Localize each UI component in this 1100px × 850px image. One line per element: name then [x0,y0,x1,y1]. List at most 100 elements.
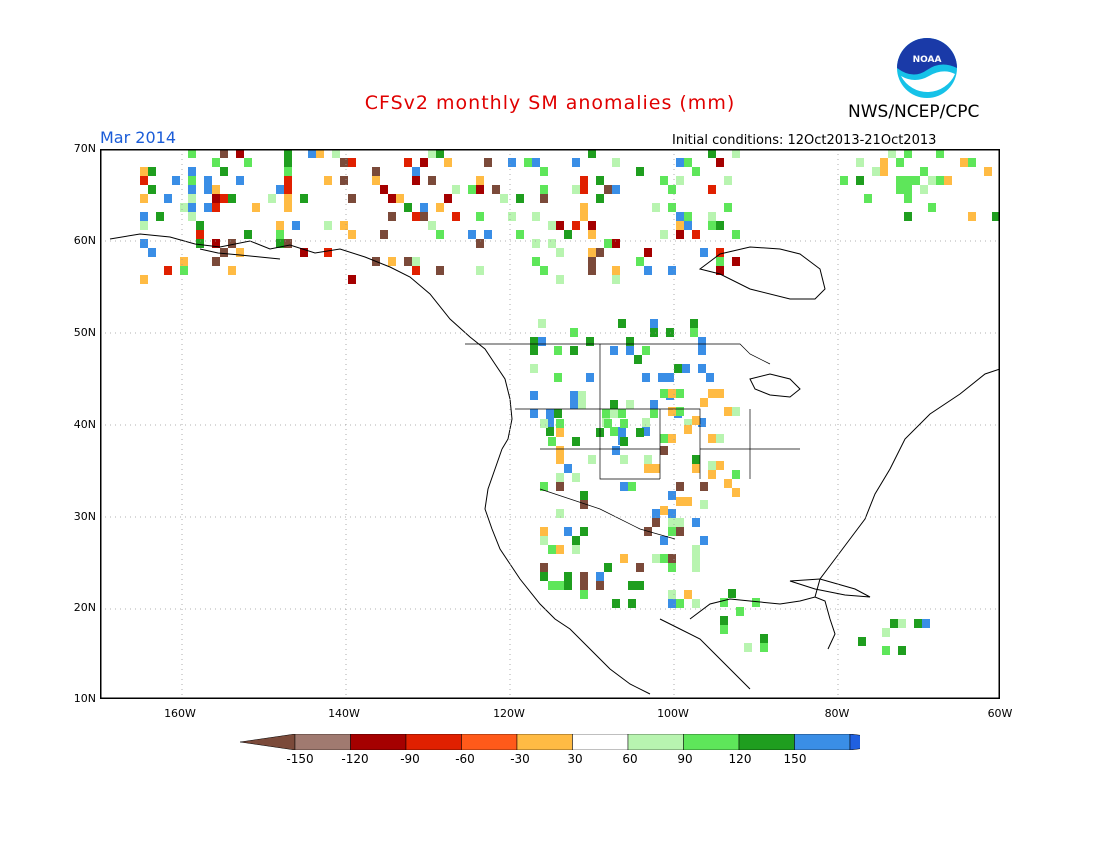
anomaly-cell [508,212,516,221]
graticule [100,149,1000,699]
anomaly-cell [840,176,848,185]
anomaly-cell [530,391,538,400]
anomaly-cell [436,203,444,212]
anomaly-cell [540,536,548,545]
anomaly-cell [596,176,604,185]
colorbar-label: 150 [783,752,807,766]
anomaly-cell [532,257,540,266]
anomaly-cell [936,176,944,185]
anomaly-cell [676,221,684,230]
anomaly-cell [548,437,556,446]
anomaly-cell [570,346,578,355]
lon-label: 60W [987,707,1013,720]
anomaly-cell [548,239,556,248]
anomaly-cell [140,176,148,185]
colorbar-label: -150 [286,752,314,766]
anomaly-cell [904,185,912,194]
anomaly-cell [228,239,236,248]
anomaly-cell [556,581,564,590]
anomaly-cell [308,149,316,158]
anomaly-cell [244,158,252,167]
colorbar-label: 30 [567,752,583,766]
anomaly-cell [644,455,652,464]
anomaly-cell [676,230,684,239]
anomaly-cell [420,158,428,167]
anomaly-cell [284,167,292,176]
anomaly-cell [284,194,292,203]
anomaly-cell [692,599,700,608]
anomaly-cell [140,275,148,284]
anomaly-cell [180,257,188,266]
anomaly-cell [698,364,706,373]
anomaly-cell [620,554,628,563]
anomaly-cell [538,337,546,346]
anomaly-cell [572,473,580,482]
anomaly-cell [716,389,724,398]
anomaly-cell [554,346,562,355]
anomaly-cell [148,248,156,257]
colorbar [240,734,860,750]
anomaly-cell [856,158,864,167]
anomaly-cell [508,158,516,167]
anomaly-cell [540,194,548,203]
anomaly-cell [172,176,180,185]
anomaly-cell [684,212,692,221]
anomaly-cell [500,194,508,203]
anomaly-cell [660,506,668,515]
anomaly-cell [610,346,618,355]
anomaly-cell [388,194,396,203]
anomaly-cell [538,319,546,328]
anomaly-cell [858,637,866,646]
anomaly-cell [944,176,952,185]
anomaly-cell [920,167,928,176]
anomaly-cell [676,527,684,536]
anomaly-cell [580,500,588,509]
anomaly-cell [720,598,728,607]
anomaly-cell [880,158,888,167]
anomaly-cell [516,194,524,203]
anomaly-cell [992,212,1000,221]
anomaly-cell [708,221,716,230]
anomaly-cell [668,185,676,194]
anomaly-cell [676,158,684,167]
anomaly-cell [530,364,538,373]
anomaly-cell [928,176,936,185]
anomaly-cell [388,257,396,266]
anomaly-cell [532,158,540,167]
anomaly-cell [612,158,620,167]
anomaly-cell [634,355,642,364]
anomaly-cell [220,248,228,257]
anomaly-cell [620,455,628,464]
anomaly-cell [578,391,586,400]
anomaly-cell [716,257,724,266]
anomaly-cell [236,176,244,185]
anomaly-cell [604,419,612,428]
anomaly-cell [580,581,588,590]
anomaly-cell [760,643,768,652]
anomaly-cell [340,176,348,185]
anomaly-cell [882,646,890,655]
anomaly-cell [570,391,578,400]
colorbar-box [683,734,740,750]
anomaly-cell [912,176,920,185]
anomaly-cell [340,221,348,230]
anomaly-cell [204,176,212,185]
anomaly-cell [620,419,628,428]
anomaly-cell [968,158,976,167]
anomaly-cell [476,185,484,194]
anomaly-cell [580,590,588,599]
anomaly-cell [660,446,668,455]
anomaly-cell [610,427,618,436]
anomaly-cell [660,554,668,563]
anomaly-cell [724,176,732,185]
anomaly-cell [236,149,244,158]
anomaly-map [100,149,1000,699]
anomaly-cell [572,545,580,554]
anomaly-cell [644,266,652,275]
anomaly-cell [698,346,706,355]
anomaly-cell [372,167,380,176]
anomaly-cell [572,221,580,230]
anomaly-cell [626,346,634,355]
anomaly-cell [604,563,612,572]
anomaly-cell [540,167,548,176]
